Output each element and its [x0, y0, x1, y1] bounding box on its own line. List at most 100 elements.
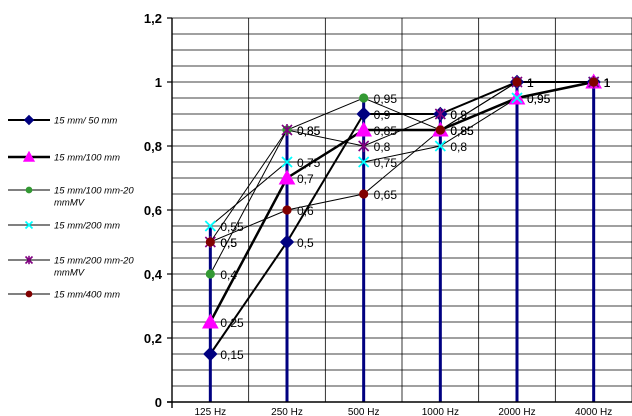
data-point	[201, 313, 219, 329]
x-tick-label: 2000 Hz	[498, 407, 535, 416]
data-point	[281, 156, 293, 168]
y-tick-label: 0,6	[144, 203, 162, 218]
data-point	[589, 77, 599, 87]
legend-item: 15 mm/ 50 mm	[8, 114, 117, 127]
data-point	[512, 77, 522, 87]
data-point	[435, 125, 445, 135]
y-axis-ticks: 0 0,2 0,4 0,6 0,8 1 1,2	[144, 11, 172, 410]
data-point	[205, 237, 215, 247]
data-label: 0,5	[297, 236, 314, 250]
data-label: 0,25	[220, 316, 244, 330]
data-label: 0,75	[297, 156, 321, 170]
data-point	[434, 108, 446, 120]
data-point	[205, 269, 215, 279]
y-tick-label: 0	[155, 395, 162, 410]
data-label: 0,4	[220, 268, 237, 282]
y-tick-label: 0,2	[144, 331, 162, 346]
data-label: 1	[604, 76, 611, 90]
y-tick-label: 0,4	[144, 267, 163, 282]
legend-label: mmMV	[54, 198, 86, 209]
data-label: 0,75	[374, 156, 398, 170]
data-label: 0,65	[374, 188, 398, 202]
x-tick-label: 1000 Hz	[422, 407, 459, 416]
data-label: 0,5	[220, 236, 237, 250]
legend-marker	[24, 255, 34, 265]
data-label: 1	[604, 76, 611, 90]
data-point	[279, 234, 295, 250]
data-point	[359, 93, 369, 103]
data-label: 0,9	[450, 108, 467, 122]
data-label: 0,85	[297, 124, 321, 138]
data-label: 0,7	[297, 172, 314, 186]
legend-item: 15 mm/400 mm	[8, 290, 120, 301]
x-tick-label: 4000 Hz	[575, 407, 612, 416]
data-label: 0,8	[374, 140, 391, 154]
data-label: 1	[604, 76, 611, 90]
legend-label: 15 mm/100 mm	[54, 153, 120, 164]
data-label: 0,95	[374, 92, 398, 106]
data-point	[281, 124, 293, 136]
x-tick-label: 250 Hz	[271, 407, 303, 416]
x-axis-ticks: 125 Hz 250 Hz 500 Hz 1000 Hz 2000 Hz 4000 Hz	[194, 407, 612, 416]
data-label: 0,85	[297, 124, 321, 138]
series-lines	[201, 73, 603, 362]
data-point	[203, 346, 218, 362]
data-label: 1	[527, 76, 534, 90]
x-tick-label: 500 Hz	[348, 407, 380, 416]
data-label: 0,55	[220, 220, 244, 234]
data-point	[511, 92, 523, 104]
data-label: 0,85	[450, 124, 474, 138]
legend-marker	[25, 290, 33, 298]
legend-label: mmMV	[54, 268, 86, 279]
series-line	[210, 81, 594, 243]
legend-marker	[23, 114, 35, 126]
data-point	[434, 140, 446, 152]
data-point	[358, 140, 370, 152]
data-label: 0,5	[220, 236, 237, 250]
data-label: 0,85	[450, 124, 474, 138]
data-label: 1	[527, 76, 534, 90]
legend-item: 15 mm/200 mm	[8, 221, 120, 232]
legend-label: 15 mm/200 mm-20	[54, 256, 134, 267]
series-line	[210, 81, 594, 227]
x-tick-label: 125 Hz	[194, 407, 226, 416]
legend-marker	[24, 220, 34, 230]
data-point	[355, 121, 373, 137]
legend-label: 15 mm/200 mm	[54, 221, 120, 232]
data-label: 1	[604, 76, 611, 90]
data-label: 1	[604, 76, 611, 90]
data-label: 0,9	[450, 108, 467, 122]
data-label: 0,95	[527, 92, 551, 106]
data-label: 0,6	[297, 204, 314, 218]
legend-item: 15 mm/100 mm	[8, 150, 120, 164]
data-point	[356, 106, 371, 122]
data-point	[282, 205, 292, 215]
data-label: 0,15	[220, 348, 244, 362]
legend-marker	[25, 186, 33, 194]
data-labels: 0,150,50,9 0,91 10,250,70,85 0,850,9510,40,…	[220, 76, 610, 362]
data-point	[278, 169, 296, 185]
legend-marker	[22, 150, 36, 162]
data-point	[204, 220, 216, 232]
legend-label: 15 mm/100 mm-20	[54, 186, 134, 197]
chart-grid	[172, 17, 632, 403]
data-label: 1	[604, 76, 611, 90]
data-label: 0,85	[374, 124, 398, 138]
data-label: 0,9	[374, 108, 391, 122]
data-label: 0,8	[450, 140, 467, 154]
data-label: 1	[527, 76, 534, 90]
data-label: 1	[527, 76, 534, 90]
data-point	[359, 189, 369, 199]
y-tick-label: 1,2	[144, 11, 162, 26]
chart-axes	[167, 18, 632, 408]
data-label: 0,95	[527, 92, 551, 106]
y-tick-label: 1	[155, 75, 162, 90]
y-tick-label: 0,8	[144, 139, 162, 154]
data-point	[358, 156, 370, 168]
legend-label: 15 mm/ 50 mm	[54, 116, 117, 127]
data-label: 0,85	[450, 124, 474, 138]
